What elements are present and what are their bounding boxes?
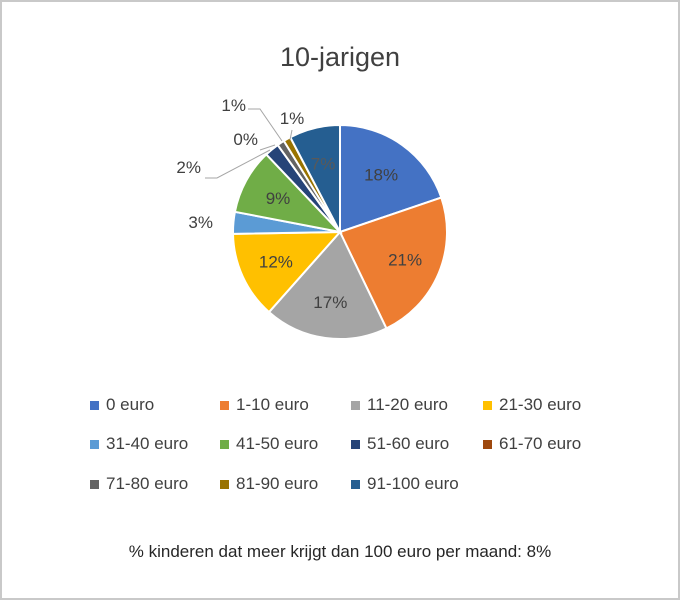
- legend-swatch: [351, 400, 360, 410]
- chart-title: 10-jarigen: [279, 42, 401, 72]
- data-label-11-20-euro: 17%: [313, 293, 347, 312]
- legend-item-0-euro: 0 euro: [90, 395, 154, 415]
- data-label-21-30-euro: 12%: [259, 253, 293, 272]
- legend-swatch: [220, 400, 229, 410]
- data-label-81-90-euro: 1%: [280, 109, 305, 128]
- legend-item-61-70-euro: 61-70 euro: [483, 434, 581, 454]
- legend-item-71-80-euro: 71-80 euro: [90, 474, 188, 494]
- data-label-41-50-euro: 9%: [266, 189, 291, 208]
- legend-swatch: [483, 439, 492, 449]
- legend-swatch: [90, 479, 99, 489]
- legend-item-11-20-euro: 11-20 euro: [351, 395, 448, 415]
- legend-swatch: [351, 439, 360, 449]
- legend-swatch: [90, 400, 99, 410]
- legend-item-81-90-euro: 81-90 euro: [220, 474, 318, 494]
- data-label-91-100-euro: 7%: [311, 154, 336, 173]
- legend-item-1-10-euro: 1-10 euro: [220, 395, 309, 415]
- legend-label: 11-20 euro: [367, 395, 448, 414]
- data-label-51-60-euro: 2%: [176, 158, 201, 177]
- pie-slice-1-10-euro: [338, 196, 448, 330]
- legend-label: 1-10 euro: [236, 395, 309, 414]
- footnote: % kinderen dat meer krijgt dan 100 euro …: [128, 542, 552, 561]
- legend-label: 91-100 euro: [367, 474, 459, 493]
- legend-swatch: [220, 439, 229, 449]
- data-label-61-70-euro: 0%: [233, 130, 258, 149]
- legend-label: 41-50 euro: [236, 434, 319, 453]
- leader-line-51-60-euro: [205, 149, 271, 179]
- legend-label: 61-70 euro: [499, 434, 582, 453]
- legend-label: 81-90 euro: [236, 474, 319, 493]
- legend-label: 0 euro: [106, 395, 155, 414]
- legend-item-91-100-euro: 91-100 euro: [351, 474, 459, 494]
- legend-swatch: [483, 400, 492, 410]
- data-label-31-40-euro: 3%: [188, 213, 213, 232]
- pie-slice-21-30-euro: [231, 230, 343, 314]
- leader-line-61-70-euro: [259, 144, 276, 151]
- legend-label: 71-80 euro: [106, 474, 189, 493]
- legend-label: 51-60 euro: [367, 434, 450, 453]
- pie-slice-11-20-euro: [267, 230, 388, 340]
- legend-swatch: [90, 439, 99, 449]
- leader-line-71-80-euro: [248, 108, 283, 142]
- legend-item-41-50-euro: 41-50 euro: [220, 434, 318, 454]
- legend-item-51-60-euro: 51-60 euro: [351, 434, 449, 454]
- data-label-0-euro: 18%: [364, 166, 398, 185]
- legend-swatch: [220, 479, 229, 489]
- data-label-1-10-euro: 21%: [388, 250, 422, 269]
- legend-item-31-40-euro: 31-40 euro: [90, 434, 188, 454]
- legend-label: 31-40 euro: [106, 434, 189, 453]
- leader-line-81-90-euro: [289, 129, 293, 141]
- legend-swatch: [351, 479, 360, 489]
- legend-label: 21-30 euro: [499, 395, 582, 414]
- legend-item-21-30-euro: 21-30 euro: [483, 395, 581, 415]
- data-label-71-80-euro: 1%: [221, 96, 246, 115]
